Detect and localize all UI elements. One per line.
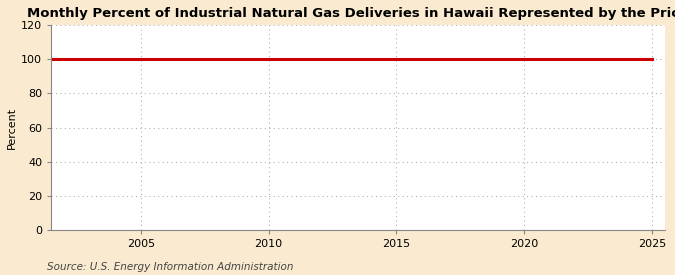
Title: Monthly Percent of Industrial Natural Gas Deliveries in Hawaii Represented by th: Monthly Percent of Industrial Natural Ga…: [28, 7, 675, 20]
Y-axis label: Percent: Percent: [7, 106, 17, 148]
Text: Source: U.S. Energy Information Administration: Source: U.S. Energy Information Administ…: [47, 262, 294, 272]
